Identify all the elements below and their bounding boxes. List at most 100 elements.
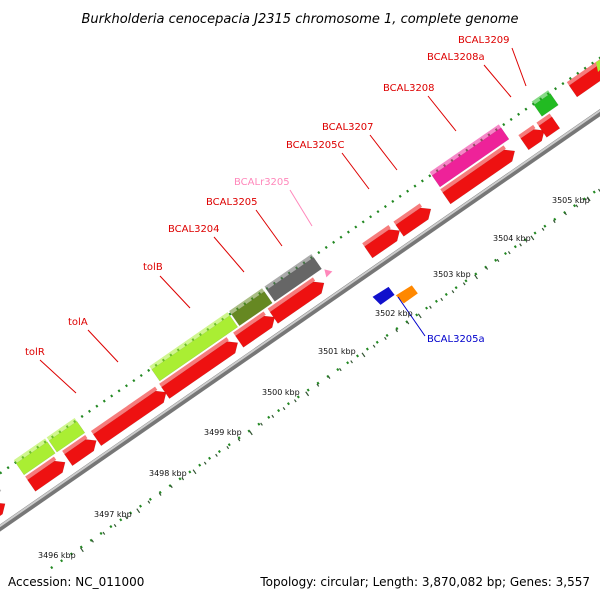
scale-tick-mark xyxy=(429,305,432,309)
gc-dot-outer xyxy=(509,117,513,122)
gc-dot-inner xyxy=(277,408,281,413)
gene-label-BCAL3209[interactable]: BCAL3209 xyxy=(458,35,510,46)
gc-dot-outer xyxy=(376,210,380,214)
gc-dot-inner xyxy=(346,361,350,365)
gc-dot-inner xyxy=(60,559,64,563)
gc-dot-inner xyxy=(582,197,586,201)
gc-dot-inner xyxy=(227,443,231,447)
gc-dot-outer xyxy=(332,240,336,244)
scale-tick-mark xyxy=(440,297,444,302)
cds-feature-bevel xyxy=(566,59,600,86)
gc-dot-inner xyxy=(375,340,379,344)
scale-tick-mark xyxy=(564,212,567,216)
gene-label-BCAL3207[interactable]: BCAL3207 xyxy=(322,122,374,133)
gc-dot-inner xyxy=(474,272,478,276)
gene-label-BCALr3205[interactable]: BCALr3205 xyxy=(234,177,290,188)
cds-feature-bevel xyxy=(518,124,536,139)
map-title: Burkholderia cenocepacia J2315 chromosom… xyxy=(81,12,518,27)
gc-dot-outer xyxy=(502,123,506,127)
gc-dot-outer xyxy=(124,384,128,388)
gene-label-BCAL3204[interactable]: BCAL3204 xyxy=(168,224,220,235)
gene-feature-blue xyxy=(372,286,395,305)
gc-dot-outer xyxy=(413,184,417,188)
gc-dot-outer xyxy=(391,199,395,203)
gc-dot-outer xyxy=(524,107,528,111)
tick-label: 3504 kbp xyxy=(493,234,531,243)
scale-tick-mark xyxy=(361,352,366,358)
scale-tick-mark xyxy=(293,399,297,403)
scale-tick-mark xyxy=(372,344,376,348)
cds-feature xyxy=(0,502,6,517)
scale-tick-mark xyxy=(305,391,310,397)
gene-label-tolA[interactable]: tolA xyxy=(68,317,88,328)
genome-backbone xyxy=(0,109,600,532)
leader-BCAL3205C xyxy=(341,152,370,190)
scale-tick-mark xyxy=(170,484,173,489)
scale-tick-mark xyxy=(406,321,410,325)
gene-label-BCAL3205[interactable]: BCAL3205 xyxy=(206,197,258,208)
scale-tick-mark xyxy=(147,500,151,504)
scale-tick-mark xyxy=(113,523,117,528)
gc-dot-inner xyxy=(138,504,142,508)
gene-feature-BCAL3208-bevel xyxy=(429,124,502,176)
gc-dot-inner xyxy=(425,306,429,310)
tick-label: 3501 kbp xyxy=(318,347,356,356)
gene-feature-BCAL3205-bevel xyxy=(264,254,314,290)
gene-feature-BCAL3208a xyxy=(533,93,559,117)
cds-feature-bevel xyxy=(393,203,423,225)
gc-dot-outer xyxy=(147,368,151,372)
gene-label-tolB[interactable]: tolB xyxy=(143,262,163,273)
gc-dot-outer xyxy=(561,82,565,86)
scale-tick-mark xyxy=(451,290,455,294)
gene-label-BCAL3205a[interactable]: BCAL3205a xyxy=(427,334,485,345)
leader-BCAL3207 xyxy=(369,134,398,171)
gc-dot-outer xyxy=(6,466,10,470)
gene-label-BCAL3205C[interactable]: BCAL3205C xyxy=(286,140,345,151)
gene-feature-BCAL3208a-bevel xyxy=(531,90,551,105)
gene-feature-BCAL3204 xyxy=(231,291,273,327)
scale-tick-mark xyxy=(507,251,511,255)
tick-label: 3499 kbp xyxy=(204,428,242,437)
gene-label-BCAL3208a[interactable]: BCAL3208a xyxy=(427,52,485,63)
leader-BCAL3204 xyxy=(213,236,245,273)
gc-dot-outer xyxy=(339,235,343,239)
leader-BCAL3205a xyxy=(397,296,426,337)
gc-dot-inner xyxy=(385,333,389,337)
gene-feature-tolR xyxy=(15,441,56,476)
leader-tolB xyxy=(159,275,191,309)
gene-feature-BCAL3205a xyxy=(395,285,418,304)
gc-dot-outer xyxy=(346,230,350,234)
gc-dot-inner xyxy=(99,531,103,535)
gc-dot-inner xyxy=(454,286,458,290)
scale-tick-mark xyxy=(260,422,263,426)
gc-dot-inner xyxy=(188,470,192,474)
gc-dot-outer xyxy=(428,174,432,178)
gc-dot-inner xyxy=(208,456,212,460)
gc-dot-outer xyxy=(398,194,402,198)
gene-label-tolR[interactable]: tolR xyxy=(25,347,45,358)
scale-tick-mark xyxy=(226,445,230,450)
gc-dot-outer xyxy=(102,399,106,403)
cds-feature-bevel xyxy=(233,311,266,336)
scale-tick-mark xyxy=(125,516,128,520)
gc-dot-inner xyxy=(178,477,182,481)
scale-tick-mark xyxy=(350,360,353,364)
gene-label-BCAL3208[interactable]: BCAL3208 xyxy=(383,83,435,94)
scale-tick-mark xyxy=(316,383,320,387)
gc-dot-inner xyxy=(50,566,54,570)
gc-dot-outer xyxy=(139,373,143,378)
gene-feature-tolA-bevel xyxy=(46,417,77,441)
gc-dot-inner xyxy=(336,368,340,372)
cds-feature xyxy=(64,439,97,467)
scale-tick-mark xyxy=(91,539,94,543)
cds-feature-bevel xyxy=(25,456,57,480)
gc-dot-inner xyxy=(286,402,290,406)
gc-dot-outer xyxy=(117,389,121,393)
gc-dot-outer xyxy=(354,225,358,229)
gc-dot-outer xyxy=(554,87,558,91)
tick-label: 3498 kbp xyxy=(149,469,187,478)
cds-feature-bevel xyxy=(362,225,391,247)
scale-tick-mark xyxy=(552,219,556,224)
gc-dot-inner xyxy=(494,258,498,262)
gc-dot-inner xyxy=(129,511,133,515)
